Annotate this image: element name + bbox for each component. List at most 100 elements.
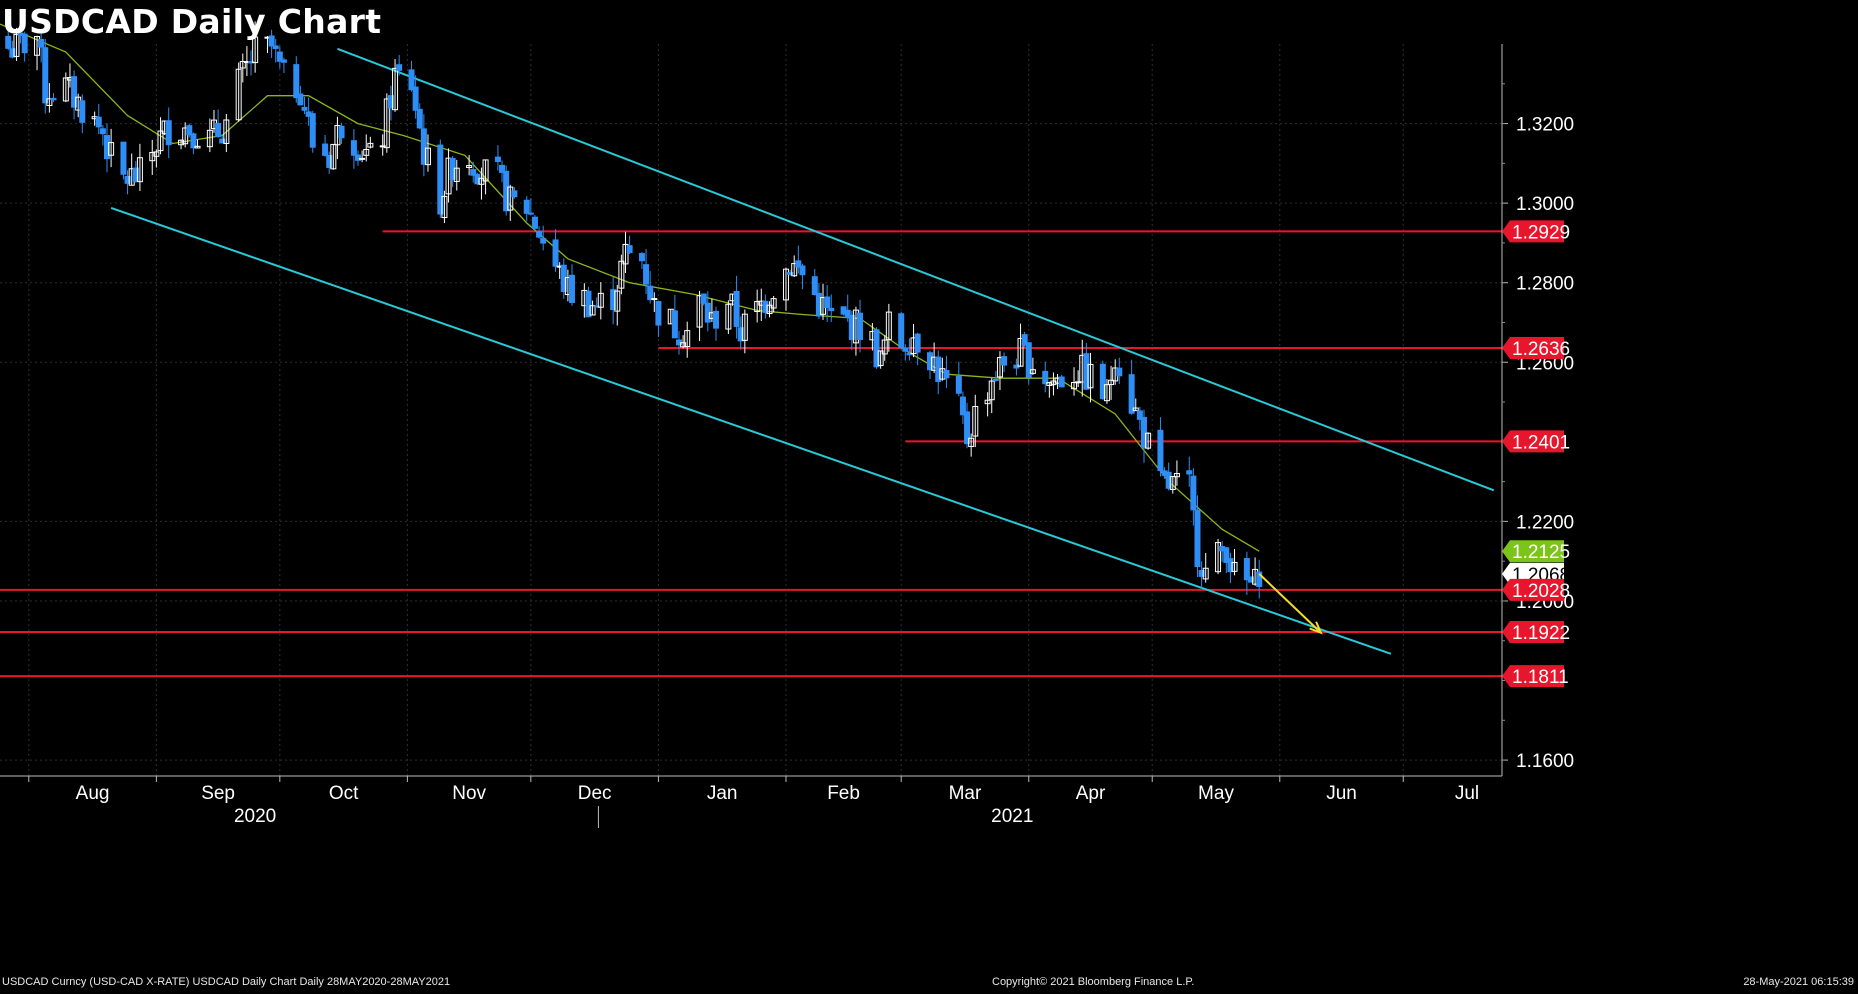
channel-lower-line xyxy=(110,206,1392,655)
forecast-arrow xyxy=(1258,573,1323,635)
level-price-tag: 1.1811 xyxy=(1502,665,1569,688)
candle xyxy=(1042,361,1049,393)
candle xyxy=(50,93,57,103)
candle-body xyxy=(5,35,12,49)
candle xyxy=(766,301,773,318)
candle xyxy=(902,344,909,361)
candle-body xyxy=(499,164,506,173)
candle-body xyxy=(568,274,575,303)
candle xyxy=(622,231,629,274)
candle xyxy=(1099,360,1106,401)
candle-body xyxy=(38,39,45,48)
candle-body xyxy=(235,68,242,121)
candle xyxy=(671,295,678,339)
level-price-tag-background xyxy=(1502,336,1564,359)
candle xyxy=(363,134,370,162)
candle xyxy=(824,284,831,322)
forecast-arrow-head xyxy=(1309,621,1323,635)
moving-average-price-tag-text: 1.2125 xyxy=(1512,542,1570,563)
candle-body xyxy=(540,238,547,244)
candle xyxy=(120,141,127,180)
candle xyxy=(182,122,189,148)
footer-copyright: Copyright© 2021 Bloomberg Finance L.P. xyxy=(992,976,1195,988)
candle xyxy=(108,128,115,168)
candle-body xyxy=(972,406,979,437)
candle xyxy=(713,306,720,341)
candle-body xyxy=(1247,576,1254,583)
candle-body xyxy=(326,154,333,168)
moving-average-price-tag: 1.2125 xyxy=(1502,540,1570,563)
candle xyxy=(420,114,427,177)
candle xyxy=(1173,460,1180,486)
candle xyxy=(482,159,489,195)
candle xyxy=(326,151,333,174)
candle-body xyxy=(811,276,818,296)
candle xyxy=(1140,409,1147,463)
candle xyxy=(186,123,193,138)
candle-body xyxy=(379,145,386,148)
candle-body xyxy=(157,130,164,152)
candle-body xyxy=(873,329,880,368)
candle xyxy=(293,56,300,103)
candle xyxy=(1145,432,1152,450)
candle-body xyxy=(1087,363,1094,389)
candle-body xyxy=(914,333,921,353)
candle xyxy=(733,275,740,339)
candle-body xyxy=(680,342,687,348)
candle xyxy=(1025,342,1032,385)
candle-body xyxy=(9,48,16,58)
level-price-tag-text: 1.2028 xyxy=(1512,581,1570,602)
candle-body xyxy=(741,313,748,341)
candle-body xyxy=(643,264,650,285)
candle-body xyxy=(338,125,345,139)
forecast-arrow-shaft xyxy=(1258,573,1322,634)
year-label: 2020 xyxy=(234,806,276,827)
candle xyxy=(943,355,950,388)
candle xyxy=(964,402,971,449)
candle xyxy=(725,300,732,334)
candle-body xyxy=(1046,382,1053,386)
month-tick-label: Jan xyxy=(707,783,738,804)
candle-body xyxy=(194,145,201,149)
candle-body xyxy=(959,396,966,416)
candle-body xyxy=(906,352,913,356)
candle-body xyxy=(1021,334,1028,346)
candle xyxy=(614,284,621,326)
candle-body xyxy=(700,293,707,304)
candle xyxy=(1087,352,1094,403)
candle-body xyxy=(1215,542,1222,573)
candle xyxy=(136,143,143,191)
candle xyxy=(1083,342,1090,391)
candle xyxy=(1243,551,1250,595)
candle xyxy=(1058,374,1065,388)
candle-body xyxy=(412,86,419,111)
candle xyxy=(531,214,538,231)
candle-body xyxy=(696,295,703,328)
candle-body xyxy=(523,199,530,214)
candle-body xyxy=(799,265,806,276)
candle-body xyxy=(1136,410,1143,420)
candle-body xyxy=(881,339,888,355)
candle xyxy=(9,40,16,59)
candle-body xyxy=(614,290,621,312)
candle-body xyxy=(71,76,78,108)
candle xyxy=(972,394,979,448)
candle xyxy=(1215,539,1222,575)
month-tick-label: Apr xyxy=(1076,783,1106,804)
candle xyxy=(881,335,888,361)
candle-body xyxy=(293,64,300,99)
candle-body xyxy=(355,154,362,161)
candle-body xyxy=(943,370,950,379)
candle xyxy=(597,282,604,320)
candle xyxy=(585,286,592,318)
candle xyxy=(968,433,975,457)
month-tick-label: Feb xyxy=(827,783,860,804)
candle xyxy=(396,55,403,76)
candle-body xyxy=(877,350,884,366)
candle-body xyxy=(885,311,892,341)
candle xyxy=(1103,379,1110,404)
footer-timestamp: 28-May-2021 06:15:39 xyxy=(1743,976,1854,988)
candle-body xyxy=(511,190,518,198)
price-tick-label: 1.2200 xyxy=(1516,512,1574,533)
candle-body xyxy=(474,173,481,185)
